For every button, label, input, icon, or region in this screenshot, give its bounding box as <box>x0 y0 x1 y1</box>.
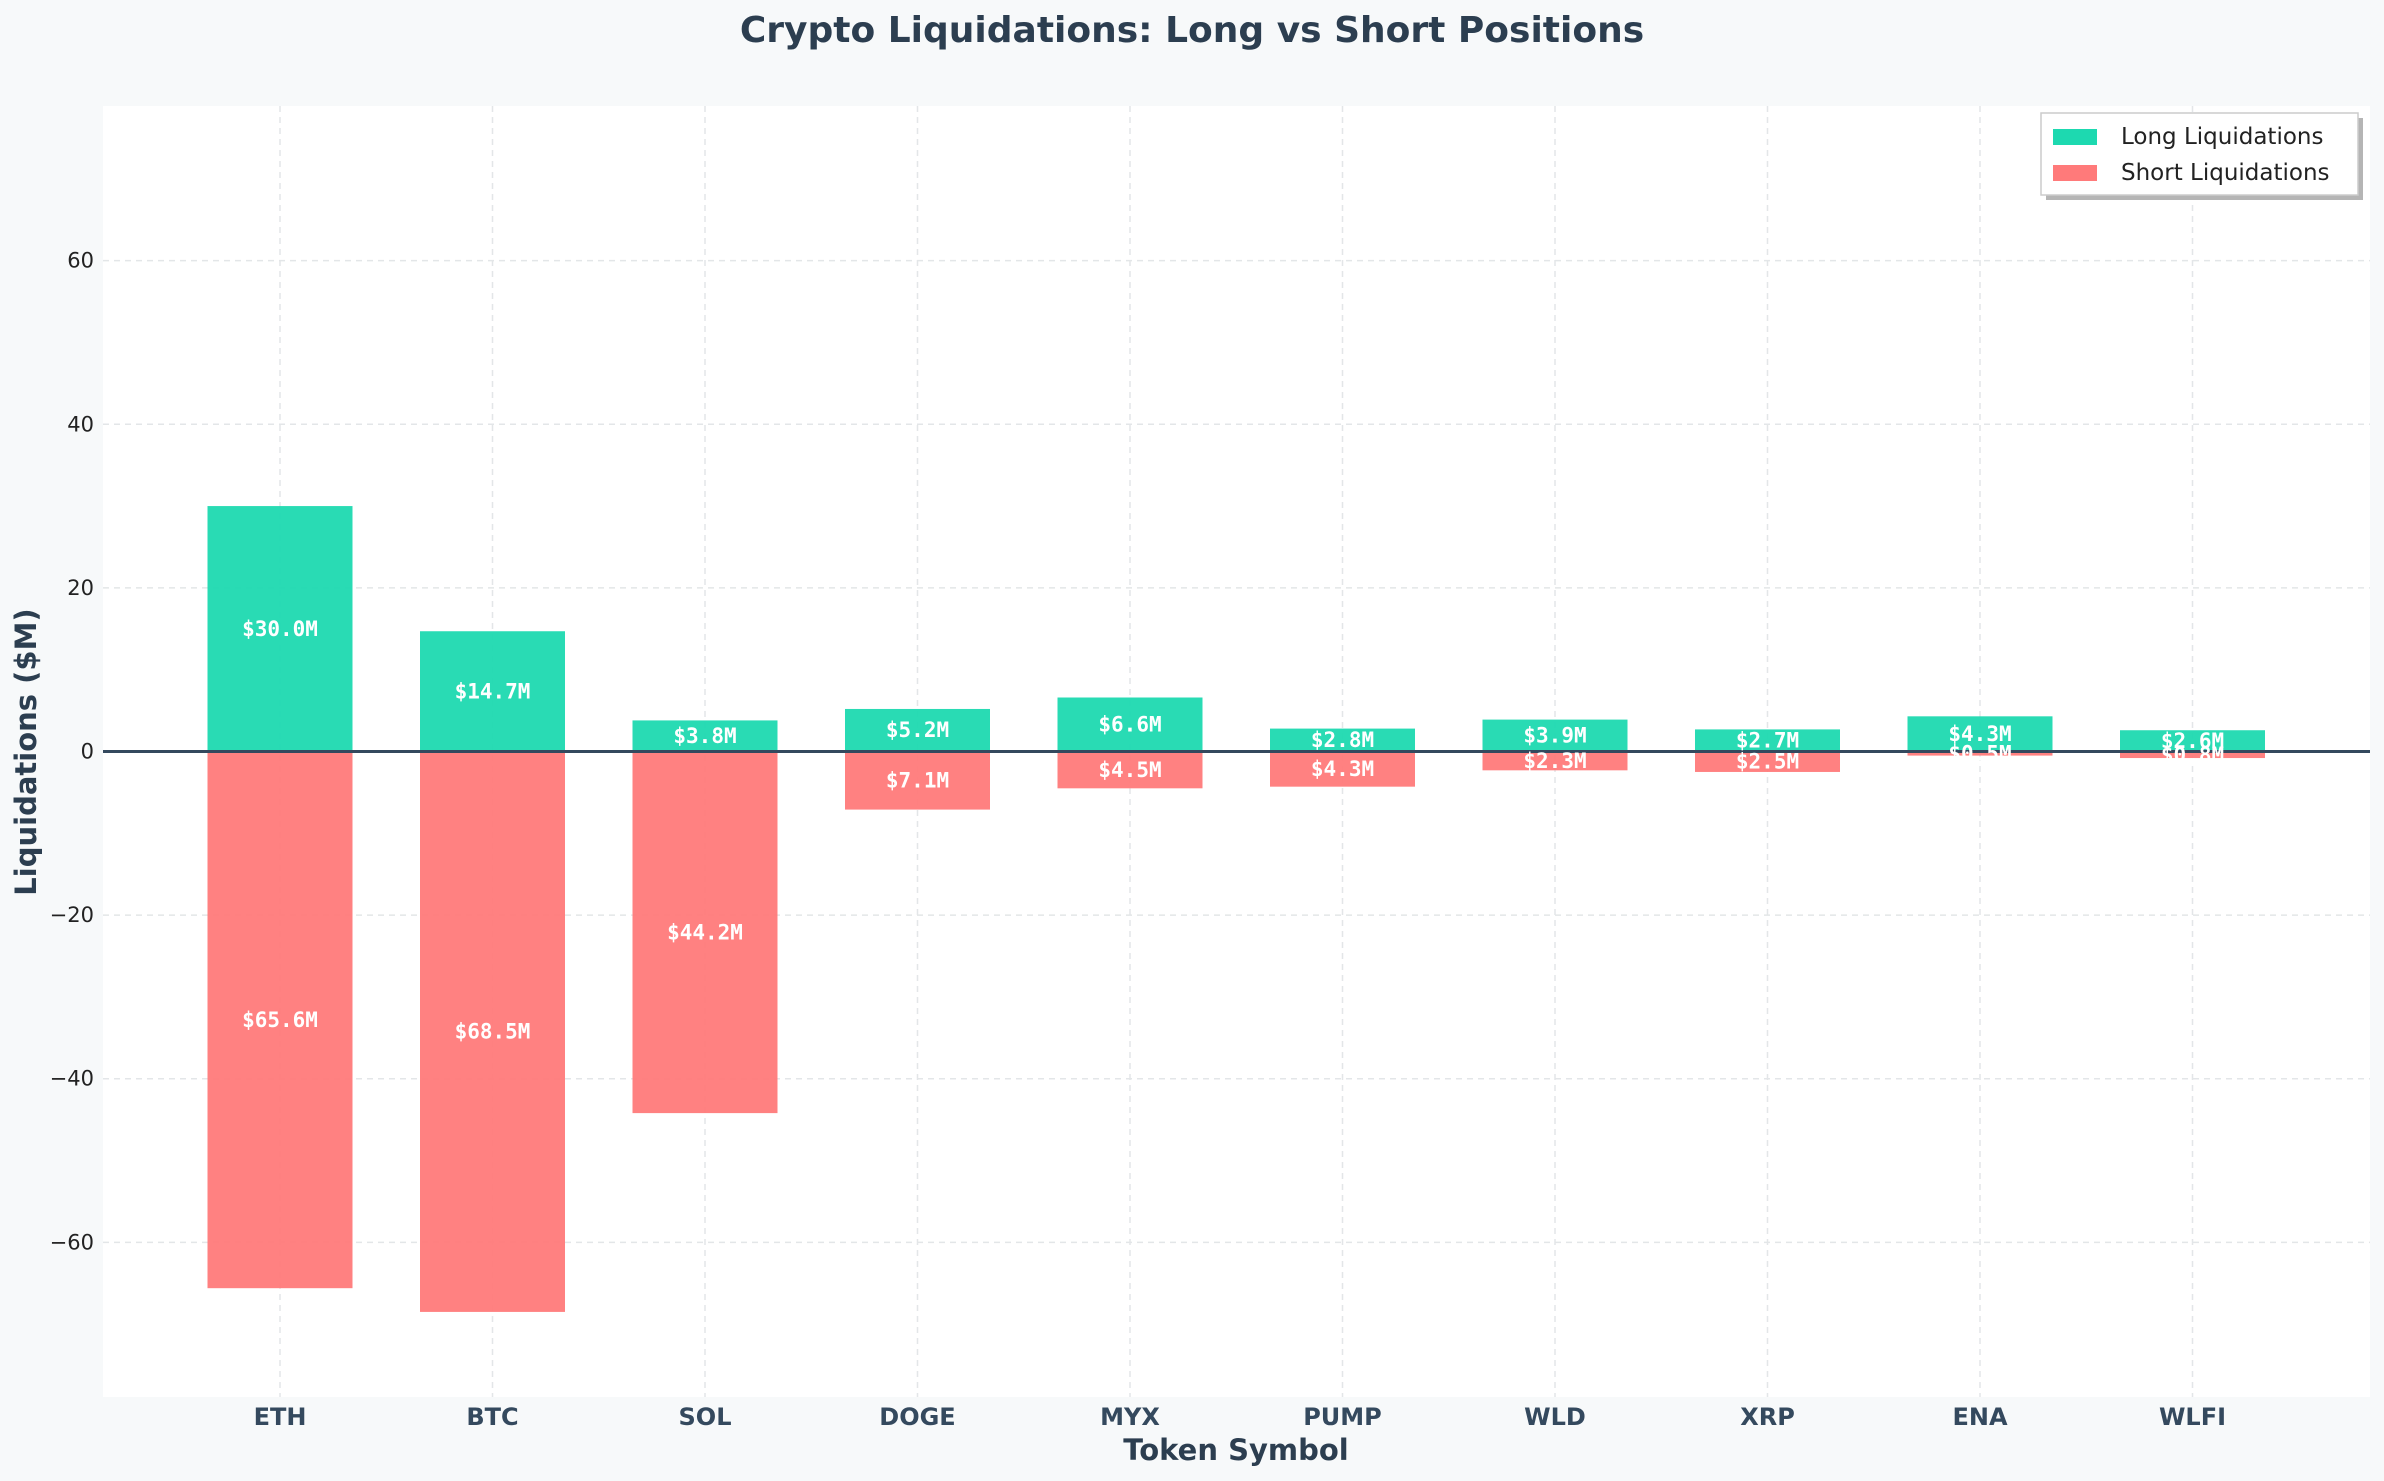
short-value-label: $2.3M <box>1523 749 1586 773</box>
long-value-label: $6.6M <box>1098 713 1161 737</box>
short-bar-myx <box>1057 751 1203 789</box>
long-bar-eth <box>207 506 353 752</box>
short-bar-eth <box>207 751 353 1289</box>
y-tick-label: 40 <box>67 412 94 436</box>
long-value-label: $3.9M <box>1523 724 1586 748</box>
short-value-label: $4.5M <box>1098 758 1161 782</box>
y-tick-label: −40 <box>50 1067 94 1091</box>
long-value-label: $2.6M <box>2161 729 2224 753</box>
long-value-label: $4.3M <box>1948 722 2011 746</box>
x-axis-ticks: ETH BTC SOL DOGE MYX PUMP WLD XRP ENA WLFI <box>254 1403 2226 1431</box>
x-tick-label-ena: ENA <box>1952 1403 2007 1431</box>
long-bar-sol <box>632 720 778 752</box>
long-value-label: $5.2M <box>886 718 949 742</box>
legend-box <box>2040 112 2359 196</box>
x-tick-label-myx: MYX <box>1100 1403 1160 1431</box>
short-bar-doge <box>845 751 990 810</box>
y-tick-label: 0 <box>81 740 94 764</box>
long-value-label: $14.7M <box>455 679 531 703</box>
bars <box>207 506 2265 1312</box>
short-value-label: $4.3M <box>1311 757 1374 781</box>
long-bar-myx <box>1057 697 1203 752</box>
bar-value-labels: $30.0M$14.7M$3.8M $5.2M $6.6M$2.8M $3.9M $2.… <box>242 617 2224 1044</box>
y-tick-label: −60 <box>50 1230 94 1254</box>
short-value-label: $2.5M <box>1736 750 1799 774</box>
short-bar-wld <box>1482 751 1628 771</box>
short-value-label: $7.1M <box>886 769 949 793</box>
long-bar-xrp <box>1695 729 1840 752</box>
y-axis-label: Liquidations ($M) <box>9 608 43 895</box>
short-bar-pump <box>1270 751 1415 787</box>
long-value-label: $2.7M <box>1736 728 1799 752</box>
chart-title: Crypto Liquidations: Long vs Short Posit… <box>740 10 1644 51</box>
x-tick-label-eth: ETH <box>254 1403 307 1431</box>
x-tick-label-xrp: XRP <box>1740 1403 1795 1431</box>
short-bar-ena <box>1907 751 2053 756</box>
long-bar-btc <box>420 631 565 752</box>
x-tick-label-sol: SOL <box>679 1403 732 1431</box>
y-tick-label: 60 <box>67 249 94 273</box>
short-bar-btc <box>420 751 565 1312</box>
short-value-label: $68.5M <box>455 1020 531 1044</box>
legend-swatch-short <box>2053 165 2097 181</box>
short-value-label: $65.6M <box>242 1008 318 1032</box>
short-bar-wlfi <box>2120 751 2265 759</box>
y-tick-label: −20 <box>50 903 94 927</box>
y-tick-label: 20 <box>67 576 94 600</box>
long-value-label: $2.8M <box>1311 728 1374 752</box>
long-value-label: $3.8M <box>673 724 736 748</box>
short-value-label: $44.2M <box>667 920 743 944</box>
long-bar-wlfi <box>2120 730 2265 752</box>
long-bar-pump <box>1270 728 1415 752</box>
long-value-label: $30.0M <box>242 617 318 641</box>
short-bar-sol <box>632 751 778 1114</box>
short-value-label: $0.5M <box>1948 742 2011 766</box>
short-value-label: $0.8M <box>2161 743 2224 767</box>
x-tick-label-wld: WLD <box>1524 1403 1586 1431</box>
short-bar-xrp <box>1695 751 1840 772</box>
long-bar-doge <box>845 708 990 752</box>
long-bar-ena <box>1907 716 2053 752</box>
y-axis-ticks: 60 40 20 0 −20 −40 −60 <box>50 249 94 1255</box>
x-axis-label: Token Symbol <box>1123 1433 1348 1467</box>
legend-label-short: Short Liquidations <box>2121 160 2330 186</box>
legend-swatch-long <box>2053 129 2097 145</box>
x-tick-label-wlfi: WLFI <box>2159 1403 2226 1431</box>
x-tick-label-btc: BTC <box>466 1403 518 1431</box>
x-tick-label-doge: DOGE <box>879 1403 955 1431</box>
legend-label-long: Long Liquidations <box>2121 124 2323 150</box>
legend: Long Liquidations Short Liquidations <box>2040 112 2363 200</box>
x-tick-label-pump: PUMP <box>1303 1403 1382 1431</box>
long-bar-wld <box>1482 719 1628 752</box>
